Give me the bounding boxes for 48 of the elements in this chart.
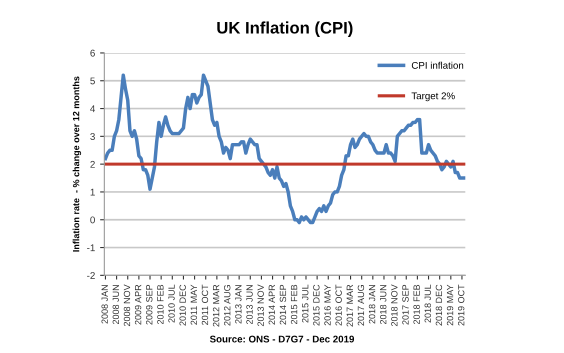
x-tick-label: 2008 JUN bbox=[112, 285, 120, 324]
y-tick-label: -1 bbox=[87, 244, 95, 252]
x-tick-label: 2009 APR bbox=[134, 284, 142, 325]
x-tick-label: 2017 MAR bbox=[346, 284, 353, 327]
x-tick-label: 2014 APR bbox=[268, 284, 275, 325]
line-series bbox=[104, 73, 466, 224]
x-tick-label: 2011 MAY bbox=[190, 284, 198, 325]
x-tick-label: 2015 JUL bbox=[302, 284, 308, 323]
x-tick-label: 2008 JAN bbox=[101, 285, 108, 324]
x-tick-label: 2010 JUL bbox=[168, 284, 175, 323]
legend-label: Target 2% bbox=[412, 92, 455, 102]
y-tick-label: 0 bbox=[90, 216, 95, 224]
y-tick-label: -2 bbox=[87, 272, 95, 279]
x-tick-label: 2012 AUG bbox=[224, 285, 230, 326]
x-tick-label: 2018 JAN bbox=[368, 285, 376, 324]
chart-title: UK Inflation (CPI) bbox=[217, 21, 353, 37]
x-tick-label: 2018 NOV bbox=[391, 284, 398, 326]
x-tick-label: 2015 FEB bbox=[290, 284, 298, 324]
x-tick-label: 2009 SEP bbox=[146, 284, 152, 325]
x-tick-label: 2015 DEC bbox=[313, 284, 320, 326]
x-tick-label: 2010 FEB bbox=[157, 284, 164, 324]
x-tick-label: 2018 JUN bbox=[380, 285, 386, 324]
source-note: Source: ONS - D7G7 - Dec 2019 bbox=[210, 336, 354, 343]
y-tick-label: 4 bbox=[90, 105, 96, 112]
y-tick-label: 6 bbox=[90, 50, 95, 57]
x-tick-label: 2008 NOV bbox=[124, 284, 130, 326]
y-tick-label: 1 bbox=[90, 188, 95, 196]
x-tick-label: 2016 OCT bbox=[335, 284, 342, 326]
y-tick-label: 5 bbox=[90, 78, 95, 84]
x-tick-label: 2018 FEB bbox=[413, 284, 420, 324]
x-tick-label: 2010 DEC bbox=[179, 284, 186, 326]
x-tick-label: 2017 AUG bbox=[358, 285, 364, 326]
y-tick-label: 2 bbox=[90, 160, 95, 168]
y-tick-label: 3 bbox=[90, 133, 95, 140]
x-tick-label: 2019 OCT bbox=[458, 284, 464, 326]
x-tick-label: 2018 JUL bbox=[424, 284, 431, 323]
x-tick-label: 2019 MAY bbox=[446, 284, 454, 326]
x-tick-label: 2013 JAN bbox=[235, 285, 242, 324]
x-tick-label: 2011 OCT bbox=[202, 284, 208, 325]
x-tick-label: 2016 MAY bbox=[324, 284, 331, 326]
x-tick-label: 2013 JUN bbox=[246, 285, 253, 324]
x-tick-label: 2018 DEC bbox=[436, 284, 442, 326]
x-tick-label: 2014 SEP bbox=[280, 284, 286, 325]
y-axis-title: Inflation rate - % change over 12 months bbox=[72, 76, 82, 252]
legend-label: CPI inflation bbox=[412, 62, 464, 69]
x-tick-label: 2012 MAR bbox=[212, 284, 220, 327]
x-tick-label: 2013 NOV bbox=[257, 284, 264, 326]
x-tick-label: 2017 SEP bbox=[402, 284, 409, 325]
